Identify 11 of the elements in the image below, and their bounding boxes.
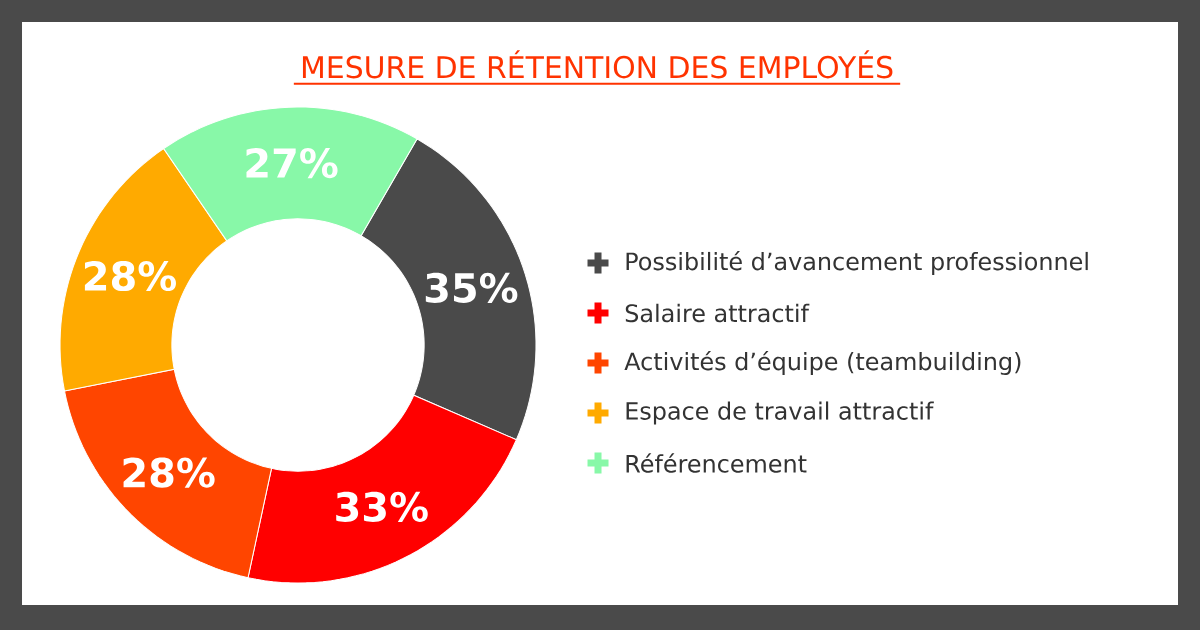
data-label: 27%	[246, 147, 338, 179]
legend-label: Salaire attractif	[625, 303, 810, 323]
legend-label: Espace de travail attractif	[626, 401, 934, 425]
data-label: 28%	[123, 457, 215, 488]
data-label: 33%	[336, 491, 428, 522]
data-label: 35%	[425, 272, 518, 303]
legend-label: Référencement	[626, 453, 807, 473]
legend-label: Activités d’équipe (teambuilding)	[624, 350, 1021, 376]
legend-label: Possibilité d’avancement professionnel	[626, 250, 1088, 276]
chart-title: MESURE DE RÉTENTION DES EMPLOYÉS	[302, 50, 893, 79]
data-label: 28%	[84, 260, 176, 292]
